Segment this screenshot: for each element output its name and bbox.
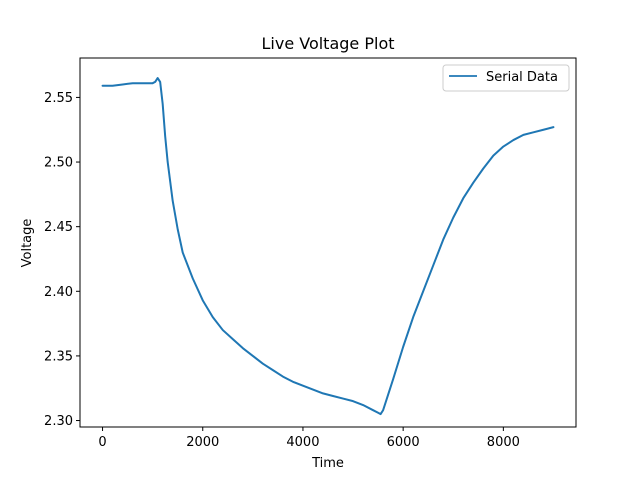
y-axis-label: Voltage [20,219,35,268]
x-axis-label: Time [311,456,344,471]
series-layer [101,77,555,416]
y-tick-label: 2.35 [44,349,73,364]
x-axis: 0 2000 4000 6000 8000 [98,427,520,450]
plot-area [79,57,577,428]
y-tick-label: 2.45 [44,220,73,235]
y-tick-label: 2.55 [44,91,73,106]
x-tick-label: 2000 [186,435,219,450]
plot-frame [79,57,577,428]
y-tick-label: 2.50 [44,156,73,171]
y-tick-label: 2.30 [44,414,73,429]
series-line-serial-data [101,77,555,416]
legend-frame [442,64,570,92]
y-axis: 2.30 2.35 2.40 2.45 2.50 2.55 [44,91,80,429]
x-tick-label: 6000 [387,435,420,450]
legend-label-serial-data: Serial Data [486,70,558,85]
x-tick-label: 4000 [286,435,319,450]
y-tick-label: 2.40 [44,285,73,300]
chart-title: Live Voltage Plot [261,34,394,53]
x-tick-label: 8000 [487,435,520,450]
x-tick-label: 0 [98,435,106,450]
legend: Serial Data [442,64,570,92]
